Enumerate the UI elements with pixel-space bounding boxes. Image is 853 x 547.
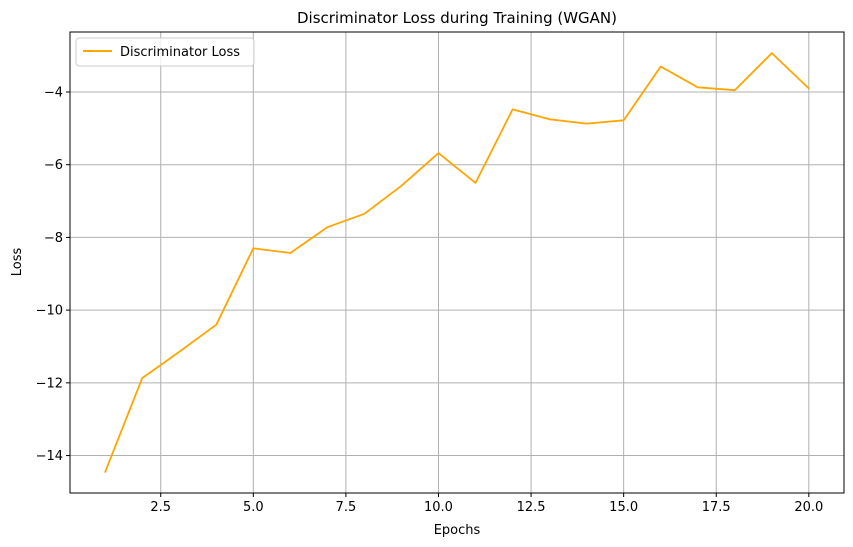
- data-point: [252, 247, 255, 250]
- chart-title: Discriminator Loss during Training (WGAN…: [297, 9, 617, 27]
- data-point: [363, 212, 366, 215]
- x-tick-label: 10.0: [424, 500, 453, 515]
- plot-frame: [69, 31, 845, 494]
- data-point: [733, 89, 736, 92]
- y-tick-label: −12: [36, 376, 63, 391]
- y-tick-label: −10: [36, 304, 63, 319]
- data-point: [622, 119, 625, 122]
- legend-label: Discriminator Loss: [120, 45, 240, 60]
- x-tick-label: 17.5: [702, 500, 731, 515]
- legend-box: [75, 37, 255, 67]
- data-point: [141, 377, 144, 380]
- data-point: [437, 152, 440, 155]
- y-tick-label: −8: [44, 231, 63, 246]
- data-point: [807, 87, 810, 90]
- grid-lines: [70, 32, 844, 493]
- x-tick-label: 20.0: [794, 500, 823, 515]
- y-axis: −14 −12 −10 −8 −6 −4: [36, 85, 70, 464]
- data-point: [770, 52, 773, 55]
- data-point: [585, 122, 588, 125]
- data-point: [400, 184, 403, 187]
- y-tick-label: −6: [44, 158, 63, 173]
- data-point: [104, 470, 107, 473]
- data-point: [696, 86, 699, 89]
- data-point: [289, 252, 292, 255]
- data-point: [474, 181, 477, 184]
- data-point: [215, 323, 218, 326]
- x-tick-label: 15.0: [609, 500, 638, 515]
- x-tick-label: 2.5: [150, 500, 171, 515]
- y-tick-label: −4: [44, 85, 63, 100]
- legend: Discriminator Loss: [75, 37, 255, 67]
- x-axis-title: Epochs: [434, 523, 481, 538]
- data-point: [548, 118, 551, 121]
- y-axis-title: Loss: [10, 248, 25, 277]
- series-line: [104, 52, 810, 473]
- data-point: [511, 108, 514, 111]
- x-tick-label: 12.5: [517, 500, 546, 515]
- data-point: [659, 65, 662, 68]
- x-axis: 2.5 5.0 7.5 10.0 12.5 15.0 17.5 20.0: [150, 493, 823, 515]
- series-layer: [104, 52, 810, 473]
- y-tick-label: −14: [36, 449, 63, 464]
- data-point: [178, 350, 181, 353]
- x-tick-label: 7.5: [336, 500, 357, 515]
- data-point: [326, 226, 329, 229]
- x-tick-label: 5.0: [243, 500, 264, 515]
